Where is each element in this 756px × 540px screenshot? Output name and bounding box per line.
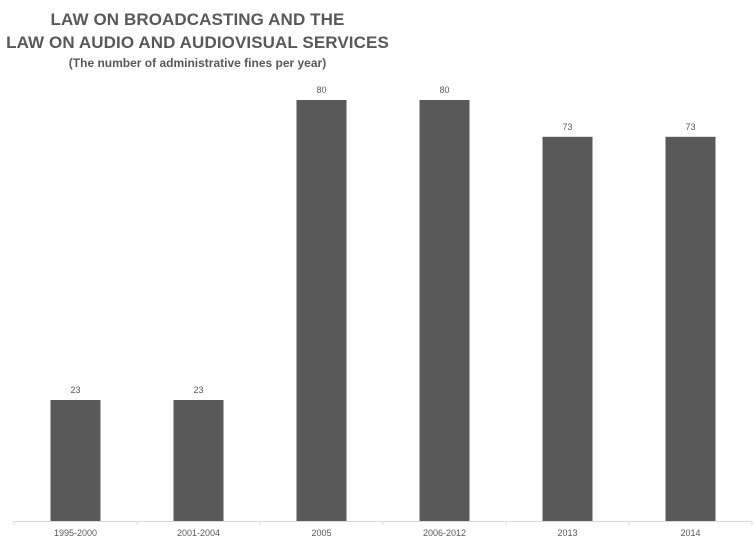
bar-2013: [542, 136, 593, 522]
x-axis-ticks: [13, 521, 753, 525]
data-label-2013: 73: [562, 122, 572, 132]
data-label-2014: 73: [685, 122, 695, 132]
data-label-1995-2000: 23: [70, 385, 80, 395]
bar-2001-2004: [173, 400, 224, 521]
category-label-2013: 2013: [557, 528, 577, 538]
chart-title-line-1: LAW ON BROADCASTING AND THE: [50, 10, 345, 29]
bars-layer: [50, 100, 716, 522]
category-label-2005: 2005: [311, 528, 331, 538]
data-label-2005: 80: [316, 85, 326, 95]
chart-title-line-2: LAW ON AUDIO AND AUDIOVISUAL SERVICES: [6, 33, 389, 52]
chart-title-block: LAW ON BROADCASTING AND THE LAW ON AUDIO…: [0, 8, 395, 72]
chart-subtitle: (The number of administrative fines per …: [68, 56, 327, 70]
bar-2014: [665, 136, 716, 522]
category-label-2014: 2014: [680, 528, 700, 538]
bar-2006-2012: [419, 100, 470, 521]
data-label-2001-2004: 23: [193, 385, 203, 395]
bar-1995-2000: [50, 400, 101, 521]
category-label-2001-2004: 2001-2004: [177, 528, 220, 538]
bar-2005: [296, 100, 347, 521]
category-labels-layer: 1995-2000 2001-2004 2005 2006-2012 2013 2014: [54, 528, 701, 538]
data-label-2006-2012: 80: [439, 85, 449, 95]
category-label-2006-2012: 2006-2012: [423, 528, 466, 538]
data-labels-layer: 23 23 80 80 73 73: [70, 85, 695, 395]
category-label-1995-2000: 1995-2000: [54, 528, 97, 538]
